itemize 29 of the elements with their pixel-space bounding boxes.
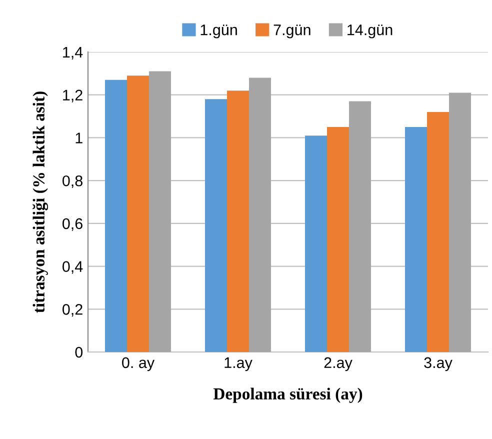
bar (349, 101, 371, 352)
y-axis-title: titrasyon asitliği (% laktik asit) (32, 92, 48, 313)
bar (305, 136, 327, 352)
bar (427, 112, 449, 352)
y-tick-label: 0,2 (62, 304, 82, 317)
x-axis-title: Depolama süresi (ay) (213, 388, 362, 403)
bar (127, 76, 149, 352)
bar (227, 90, 249, 352)
y-tick-label: 1 (76, 132, 82, 144)
x-tick-label: 0. ay (122, 357, 155, 372)
y-tick-label: 0,8 (62, 175, 82, 188)
y-tick-label: 0,6 (62, 218, 82, 231)
y-tick-label: 1,4 (63, 47, 83, 60)
bar (405, 127, 427, 352)
x-tick-label: 2.ay (324, 357, 352, 372)
legend-label: 1.gün (200, 24, 237, 38)
bar (105, 80, 127, 352)
bar (327, 127, 349, 352)
bar (149, 71, 171, 352)
x-tick-label: 1.ay (224, 357, 252, 372)
bar (449, 92, 471, 352)
legend-label: 14.gün (348, 24, 392, 38)
y-tick-label: 0,4 (62, 261, 83, 274)
y-tick-label: 1,2 (63, 90, 82, 102)
bar (249, 78, 271, 352)
bar (205, 99, 227, 352)
x-tick-label: 3.ay (424, 357, 452, 372)
legend-label: 7.gün (274, 24, 310, 38)
y-tick-label: 0 (75, 346, 83, 358)
